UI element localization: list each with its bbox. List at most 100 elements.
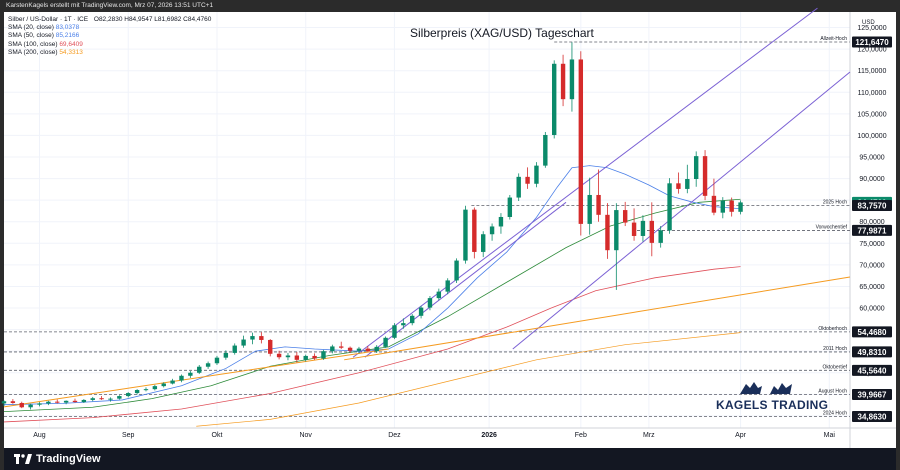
- candle-body: [143, 389, 149, 391]
- candle-body: [498, 216, 504, 227]
- candle-body: [63, 400, 69, 403]
- candle-body: [205, 363, 211, 367]
- x-tick-label: 2026: [481, 432, 497, 439]
- legend-value: 85,2166: [55, 32, 80, 40]
- candle-body: [90, 398, 95, 400]
- price-badge: [852, 411, 892, 423]
- candle-body: [551, 63, 557, 135]
- level-label: Vorwochentief: [816, 224, 848, 230]
- y-tick-label: 60,0000: [859, 306, 884, 313]
- candle-body: [374, 346, 379, 352]
- candle-body: [436, 291, 442, 299]
- price-badge-label: 121,6470: [855, 38, 889, 47]
- legend-sma100[interactable]: SMA (100, close) 69,6409: [8, 41, 211, 49]
- x-tick-label: Dez: [388, 432, 401, 439]
- x-tick-label: Okt: [212, 432, 223, 439]
- tradingview-brand[interactable]: TradingView: [14, 451, 101, 467]
- candle-body: [738, 202, 743, 212]
- candle-body: [321, 351, 326, 359]
- candle-body: [427, 298, 433, 308]
- y-tick-label: 75,0000: [859, 241, 884, 248]
- candle-body: [525, 176, 530, 184]
- candle-body: [729, 200, 734, 212]
- indicator-legend: Silber / US-Dollar · 1T · ICE O82,2830 H…: [8, 16, 211, 57]
- candle-body: [693, 156, 699, 180]
- legend-value: 54,3313: [59, 48, 83, 56]
- candle-body: [516, 176, 521, 198]
- candle-body: [303, 355, 308, 360]
- candle-body: [401, 323, 406, 326]
- x-tick-label: Apr: [735, 432, 747, 439]
- candle-body: [383, 337, 388, 347]
- trendline: [352, 7, 818, 358]
- candle-body: [658, 230, 663, 243]
- candle-body: [667, 183, 672, 231]
- price-badge: [852, 224, 892, 236]
- candle-body: [339, 346, 344, 348]
- y-tick-label: 100,0000: [857, 133, 886, 140]
- sma50-line: [3, 198, 741, 413]
- candle-body: [560, 63, 566, 100]
- candle-body: [134, 390, 140, 394]
- candle-body: [152, 386, 158, 390]
- candle-body: [649, 220, 655, 243]
- chart-panel: [4, 12, 896, 448]
- x-tick-label: Mrz: [643, 432, 655, 439]
- candle-body: [179, 375, 184, 381]
- x-tick-label: Aug: [33, 432, 46, 439]
- candle-body: [463, 209, 468, 261]
- price-badge-label: 83,7570: [858, 202, 887, 211]
- x-tick-label: Feb: [575, 432, 587, 439]
- y-tick-label: 110,0000: [858, 90, 887, 97]
- candle-body: [356, 348, 362, 351]
- legend-value: 83,0378: [55, 24, 80, 32]
- candle-body: [126, 393, 131, 397]
- candle-body: [392, 325, 397, 338]
- trendline: [512, 71, 851, 350]
- legend-sma50[interactable]: SMA (50, close) 85,2166: [8, 32, 211, 40]
- candle-body: [223, 352, 229, 358]
- candle-body: [37, 403, 42, 405]
- currency-label: USD: [862, 20, 875, 26]
- candle-body: [19, 402, 24, 408]
- price-badge-label: 77,9871: [858, 226, 887, 235]
- candle-body: [685, 179, 690, 189]
- price-badge-label: 45,5640: [858, 366, 887, 375]
- candle-body: [410, 315, 415, 324]
- candle-body: [250, 336, 255, 340]
- candle-body: [197, 366, 202, 373]
- level-label: Oktobertief: [823, 364, 848, 370]
- candle-body: [55, 401, 60, 403]
- candle-body: [10, 401, 16, 403]
- price-badge: [852, 326, 892, 338]
- tradingview-footer: TradingView: [4, 448, 896, 470]
- candle-body: [188, 372, 193, 376]
- y-tick-label: 90,0000: [859, 176, 884, 183]
- chart-title: Silberpreis (XAG/USD) Tageschart: [410, 26, 594, 40]
- candle-body: [81, 399, 87, 403]
- tradingview-label: TradingView: [36, 453, 101, 465]
- candle-body: [232, 345, 237, 353]
- candle-body: [614, 210, 619, 251]
- candle-body: [472, 209, 477, 252]
- y-tick-label: 65,0000: [859, 284, 884, 291]
- sma20-line: [3, 165, 741, 406]
- kagels-name: KAGELS TRADING: [716, 398, 829, 412]
- candle-body: [676, 183, 681, 189]
- level-label: Allzeit-Hoch: [820, 36, 847, 42]
- legend-sma200[interactable]: SMA (200, close) 54,3313: [8, 49, 211, 57]
- candle-body: [365, 348, 371, 352]
- legend-label: SMA (50, close): [8, 32, 54, 40]
- price-badge-label: 54,4680: [858, 328, 887, 337]
- level-label: August Hoch: [818, 388, 847, 394]
- candle-body: [534, 165, 539, 184]
- legend-sma20[interactable]: SMA (20, close) 83,0378: [8, 24, 211, 32]
- candle-body: [347, 347, 353, 351]
- candle-body: [161, 383, 166, 387]
- symbol-row[interactable]: Silber / US-Dollar · 1T · ICE O82,2830 H…: [8, 16, 211, 24]
- candle-body: [569, 59, 575, 100]
- candle-body: [711, 195, 717, 213]
- y-tick-label: 80,0000: [859, 219, 884, 226]
- candle-body: [99, 398, 104, 400]
